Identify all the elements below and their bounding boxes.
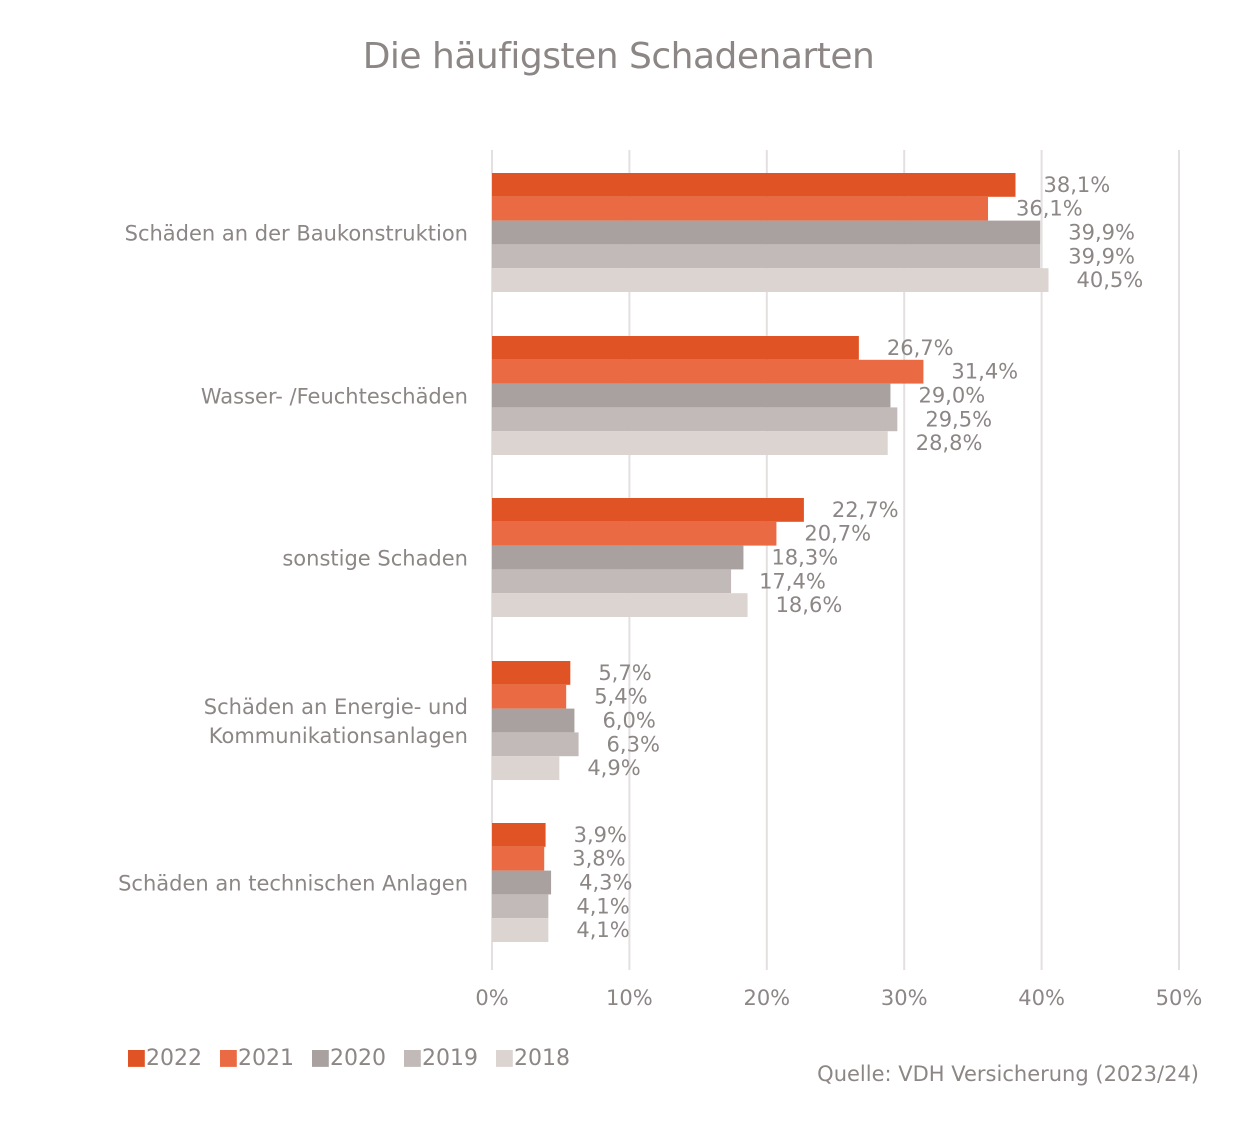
bar-2022-1 (492, 173, 1016, 197)
data-label: 6,3% (607, 732, 660, 756)
data-label: 4,1% (576, 918, 629, 942)
data-label: 31,4% (951, 360, 1018, 384)
legend-marker-2018: ■ (494, 1045, 515, 1070)
legend-label-2020: 2020 (330, 1046, 386, 1071)
data-label: 29,0% (918, 384, 985, 408)
bar-2019-5 (492, 894, 549, 919)
category-label: Kommunikationsanlagen (209, 724, 468, 748)
legend-label-2019: 2019 (422, 1046, 478, 1071)
bar-2021-4 (492, 684, 567, 709)
data-label: 17,4% (759, 569, 826, 593)
data-label: 18,3% (771, 546, 838, 570)
source-note: Quelle: VDH Versicherung (2023/24) (817, 1062, 1199, 1086)
data-label: 39,9% (1068, 244, 1135, 268)
legend-label-2022: 2022 (146, 1046, 202, 1071)
bar-2018-4 (492, 756, 560, 780)
bar-2021-2 (492, 359, 924, 384)
bar-2022-3 (492, 498, 804, 522)
data-label: 4,9% (587, 756, 640, 780)
data-label: 22,7% (832, 498, 899, 522)
data-label: 28,8% (916, 431, 983, 455)
data-label: 4,3% (579, 871, 632, 895)
chart-title: Die häufigsten Schadenarten (362, 36, 875, 77)
category-label: Schäden an Energie- und (204, 695, 468, 719)
legend-label-2018: 2018 (514, 1046, 570, 1071)
bar-2020-2 (492, 383, 891, 408)
legend-label-2021: 2021 (238, 1046, 294, 1071)
data-label: 4,1% (576, 894, 629, 918)
bar-2020-1 (492, 220, 1041, 245)
data-label: 26,7% (887, 336, 954, 360)
x-tick-label: 0% (475, 986, 508, 1010)
category-label: Wasser- /Feuchteschäden (201, 385, 468, 409)
bar-2018-5 (492, 918, 549, 942)
data-label: 5,4% (594, 685, 647, 709)
bar-2019-4 (492, 732, 579, 757)
data-label: 3,8% (572, 847, 625, 871)
data-label: 36,1% (1016, 197, 1083, 221)
bar-2022-5 (492, 823, 546, 847)
bar-2020-3 (492, 545, 744, 570)
data-label: 40,5% (1076, 268, 1143, 292)
x-tick-label: 40% (1018, 986, 1065, 1010)
data-label: 38,1% (1043, 173, 1110, 197)
data-label: 5,7% (598, 661, 651, 685)
x-tick-label: 30% (881, 986, 928, 1010)
legend-marker-2022: ■ (126, 1045, 147, 1070)
bar-2019-1 (492, 244, 1041, 269)
category-label: sonstige Schaden (282, 547, 468, 571)
bar-2018-3 (492, 593, 748, 617)
legend-marker-2020: ■ (310, 1045, 331, 1070)
data-label: 3,9% (574, 823, 627, 847)
category-label: Schäden an technischen Anlagen (118, 872, 468, 896)
bar-2020-5 (492, 870, 552, 895)
legend-marker-2021: ■ (218, 1045, 239, 1070)
bar-2020-4 (492, 708, 575, 733)
bar-2018-2 (492, 431, 888, 455)
bar-2022-4 (492, 661, 571, 685)
data-label: 6,0% (602, 709, 655, 733)
bar-2022-2 (492, 336, 859, 360)
x-tick-label: 50% (1156, 986, 1203, 1010)
data-label: 39,9% (1068, 221, 1135, 245)
data-label: 18,6% (776, 593, 843, 617)
bar-2021-1 (492, 196, 989, 221)
bar-2021-3 (492, 521, 777, 546)
x-tick-label: 10% (606, 986, 653, 1010)
bar-2019-3 (492, 569, 732, 594)
bar-2021-5 (492, 846, 545, 871)
legend-marker-2019: ■ (402, 1045, 423, 1070)
data-label: 29,5% (925, 407, 992, 431)
bar-2018-1 (492, 268, 1049, 292)
category-label: Schäden an der Baukonstruktion (125, 222, 468, 246)
data-label: 20,7% (804, 522, 871, 546)
bar-2019-2 (492, 407, 898, 432)
x-tick-label: 20% (743, 986, 790, 1010)
